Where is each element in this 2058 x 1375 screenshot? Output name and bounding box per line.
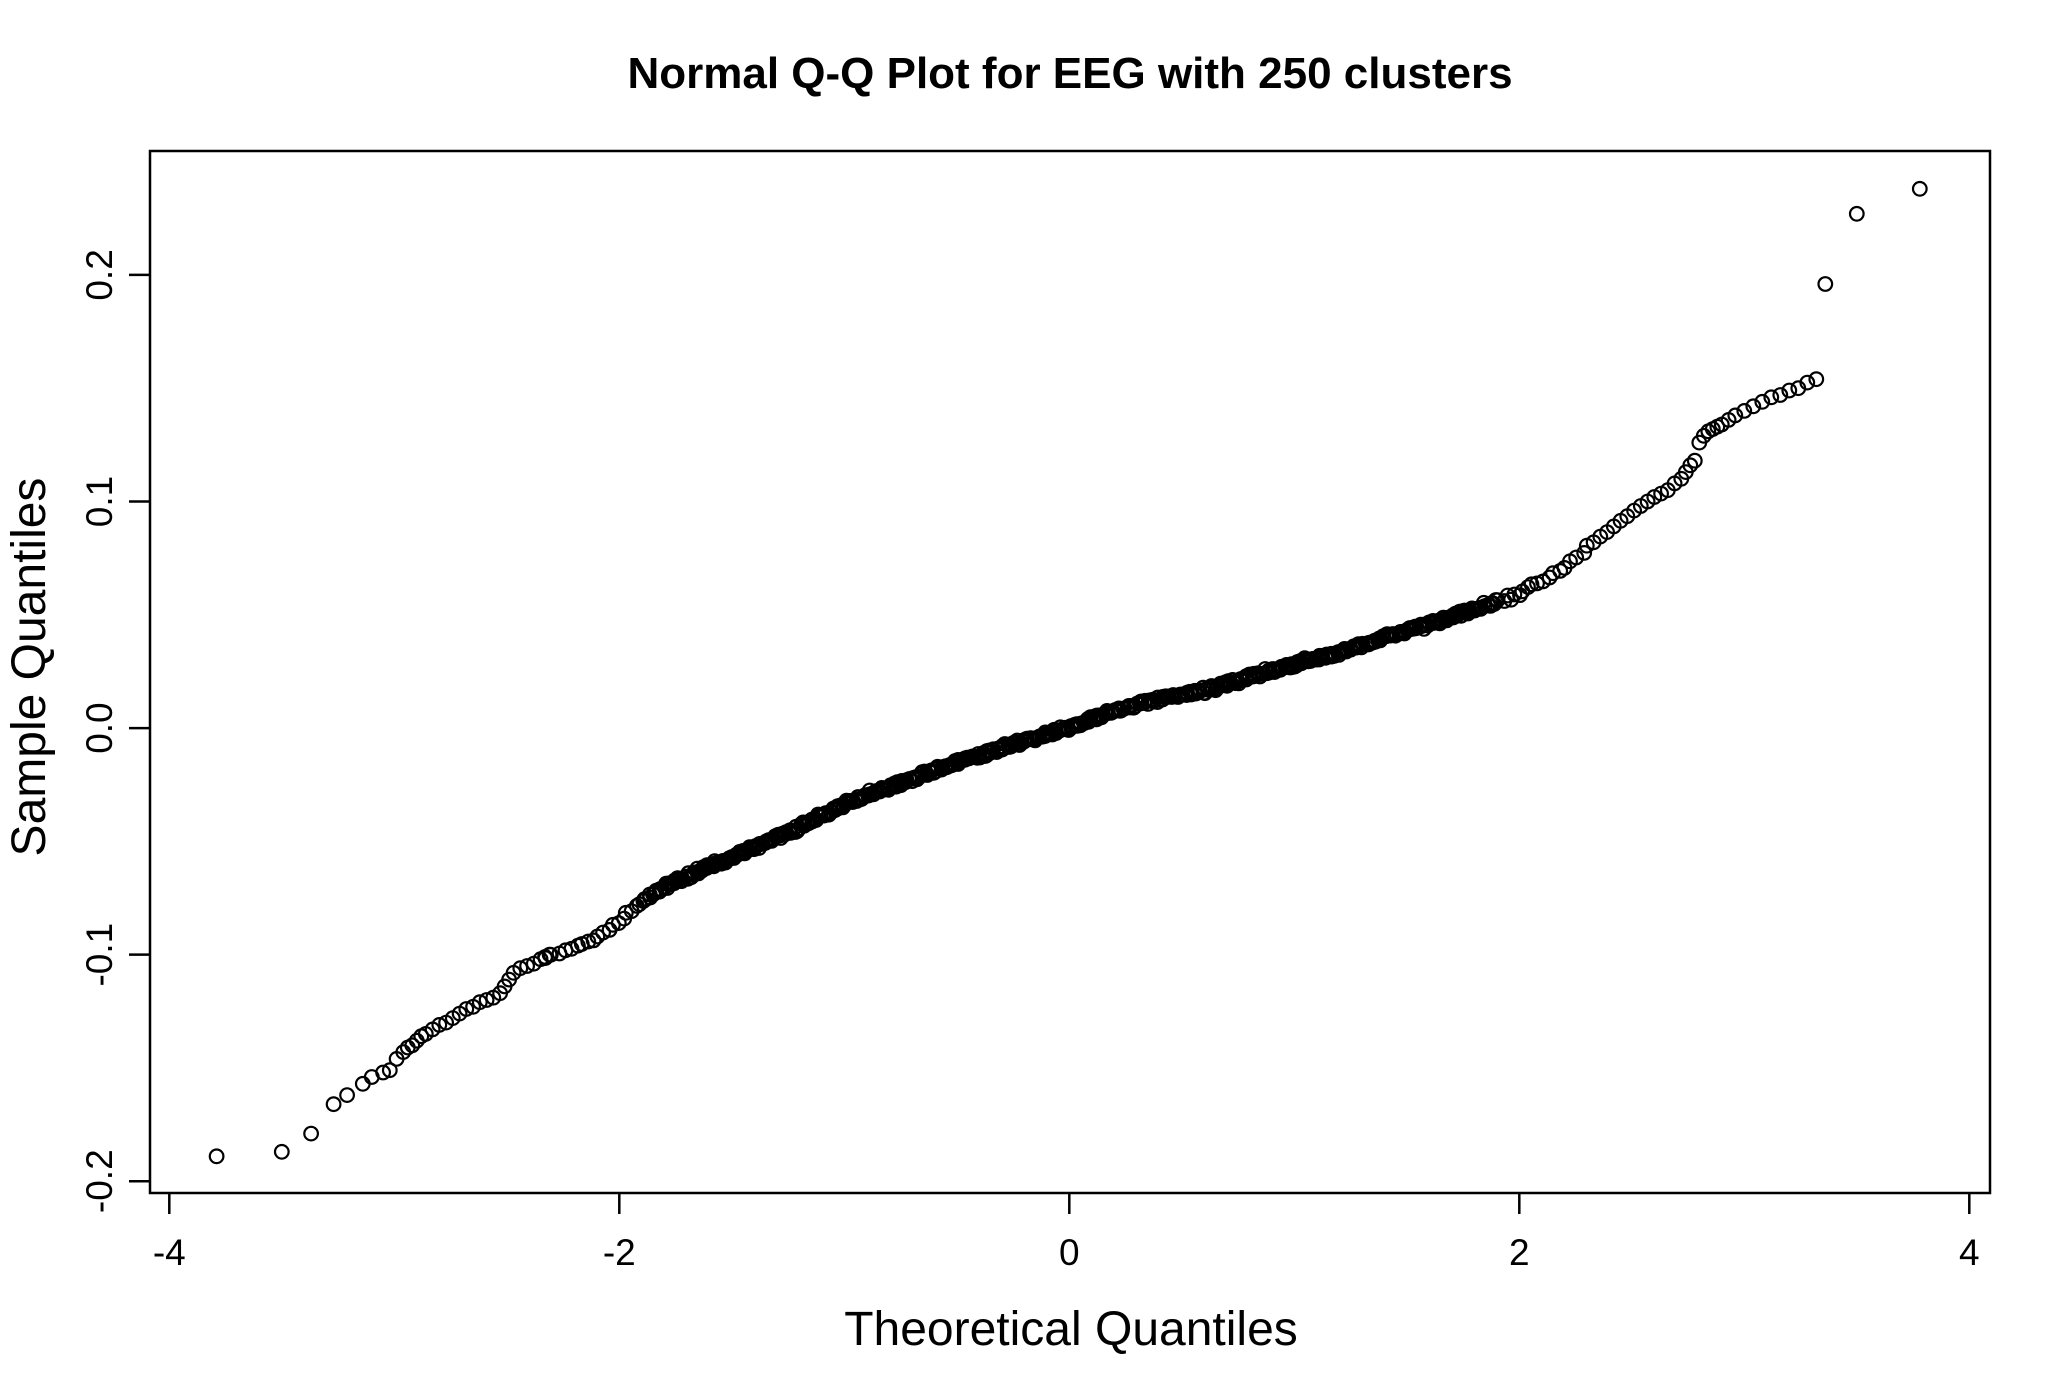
data-point [1027, 732, 1043, 749]
data-point [325, 1096, 342, 1113]
data-point [471, 994, 488, 1011]
data-point [1736, 403, 1753, 419]
data-point [1763, 389, 1780, 406]
x-tick-label: 0 [1059, 1232, 1080, 1273]
x-axis-tick-labels: -4 -2 0 2 4 [153, 1232, 1980, 1273]
data-point [1754, 393, 1771, 410]
data-point [1772, 387, 1789, 403]
chart-title: Normal Q-Q Plot for EEG with 250 cluster… [627, 49, 1512, 98]
data-point [354, 1075, 371, 1092]
data-point [542, 946, 559, 963]
data-point [1817, 276, 1834, 292]
data-point [381, 1062, 398, 1079]
plot-box [148, 149, 1992, 1195]
data-point [478, 992, 495, 1008]
data-point [585, 932, 602, 949]
data-point [1523, 576, 1540, 593]
y-tick-label: 0.2 [79, 249, 120, 300]
data-point [1506, 586, 1523, 603]
x-tick-label: 2 [1509, 1232, 1530, 1273]
data-point [431, 1017, 448, 1033]
y-tick-label: 0.1 [79, 476, 120, 527]
data-point [1911, 180, 1928, 197]
x-axis-title: Theoretical Quantiles [844, 1303, 1298, 1356]
data-point [208, 1148, 225, 1165]
data-point [1808, 371, 1825, 388]
data-point [339, 1087, 356, 1103]
y-axis-title: Sample Quantiles [3, 478, 56, 857]
data-point [1499, 587, 1516, 604]
data-point [404, 1037, 421, 1054]
data-point [1520, 579, 1536, 595]
y-tick-label: 0.0 [79, 702, 120, 753]
y-tick-label: -0.2 [79, 1149, 120, 1213]
data-points [208, 180, 1928, 1165]
y-axis-ticks [129, 273, 150, 1183]
data-point [1568, 549, 1585, 566]
x-tick-label: 4 [1959, 1232, 1980, 1273]
data-point [1727, 407, 1744, 424]
data-point [273, 1143, 290, 1160]
data-point [1576, 545, 1593, 561]
x-tick-label: -4 [153, 1232, 186, 1273]
data-point [1848, 205, 1865, 222]
x-axis-ticks [168, 1193, 1971, 1214]
data-point [303, 1125, 320, 1142]
data-point [1682, 457, 1699, 474]
data-point [512, 960, 529, 977]
data-point [375, 1064, 392, 1081]
x-tick-label: -2 [603, 1232, 636, 1273]
y-axis-tick-labels: -0.2 -0.1 0.0 0.1 0.2 [79, 249, 120, 1213]
data-point [1745, 398, 1762, 415]
data-point [1799, 374, 1816, 391]
y-tick-label: -0.1 [79, 923, 120, 987]
data-point [519, 958, 535, 974]
data-point [1686, 452, 1703, 469]
data-point [458, 1001, 475, 1017]
data-point [1781, 382, 1798, 399]
